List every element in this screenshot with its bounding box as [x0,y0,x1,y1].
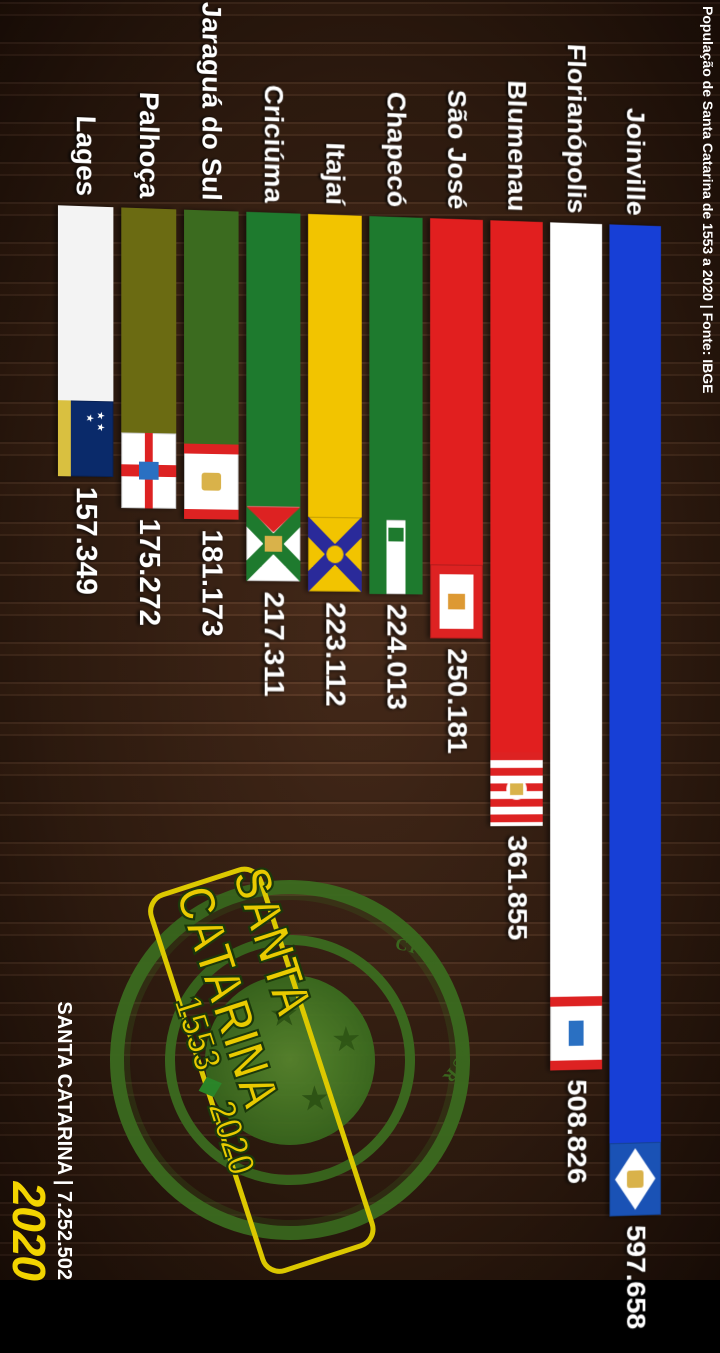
bar-label: São José [441,89,471,220]
page-title: População de Santa Catarina de 1553 a 20… [700,6,716,394]
city-flag-icon [609,1142,660,1217]
city-flag-icon [184,444,239,520]
bar-value: 361.855 [501,835,533,940]
bar-label: Chapecó [381,91,411,218]
bar-value: 597.658 [620,1225,651,1330]
city-flag-icon [246,506,300,582]
bar-label: Lages [70,115,102,207]
bar-value: 217.311 [257,591,290,696]
bar-label: Jaraguá do Sul [196,1,227,211]
bar-value: 223.112 [319,602,352,707]
chart-stage: População de Santa Catarina de 1553 a 20… [0,0,720,1280]
bar-value: 224.013 [380,604,412,710]
bar-row: Lages★ ★ ★157.349 [58,205,113,207]
bar-value: 157.349 [69,486,103,595]
city-flag-icon [308,517,362,592]
city-flag-icon [550,996,602,1070]
bar-body [550,222,602,1070]
city-flag-icon [430,564,483,638]
bar-row: São José250.181 [430,218,483,220]
year-label: 2020 [2,1182,56,1280]
city-flag-icon [121,432,176,508]
bar-value: 508.826 [560,1079,592,1185]
bar-label: Itajaí [320,142,351,216]
bar-row: Jaraguá do Sul181.173 [184,210,239,212]
bar-label: Florianópolis [561,43,591,224]
bar-label: Criciúma [258,84,289,213]
bar-row: Chapecó224.013 [369,216,422,218]
city-flag-icon: ★ ★ ★ [58,400,113,477]
city-flag-icon [490,752,542,826]
bar-row: Joinville597.658 [609,224,660,226]
bar-body [609,224,660,1216]
bar-label: Joinville [621,107,650,225]
bar-label: Blumenau [502,80,532,222]
bar-body [490,220,542,825]
bar-row: Itajaí223.112 [308,214,362,216]
bar-row: Palhoça175.272 [121,207,176,209]
bar-value: 181.173 [195,529,228,637]
bar-value: 175.272 [132,518,165,626]
bar-row: Criciúma217.311 [246,212,300,214]
bar-row: Blumenau361.855 [490,220,542,222]
city-flag-icon [369,520,422,595]
bar-label: Palhoça [133,91,164,209]
bar-row: Florianópolis508.826 [550,222,602,224]
bar-value: 250.181 [441,648,473,754]
population-bar-chart: Joinville597.658 Florianópolis508.826 Blum… [50,205,661,1260]
